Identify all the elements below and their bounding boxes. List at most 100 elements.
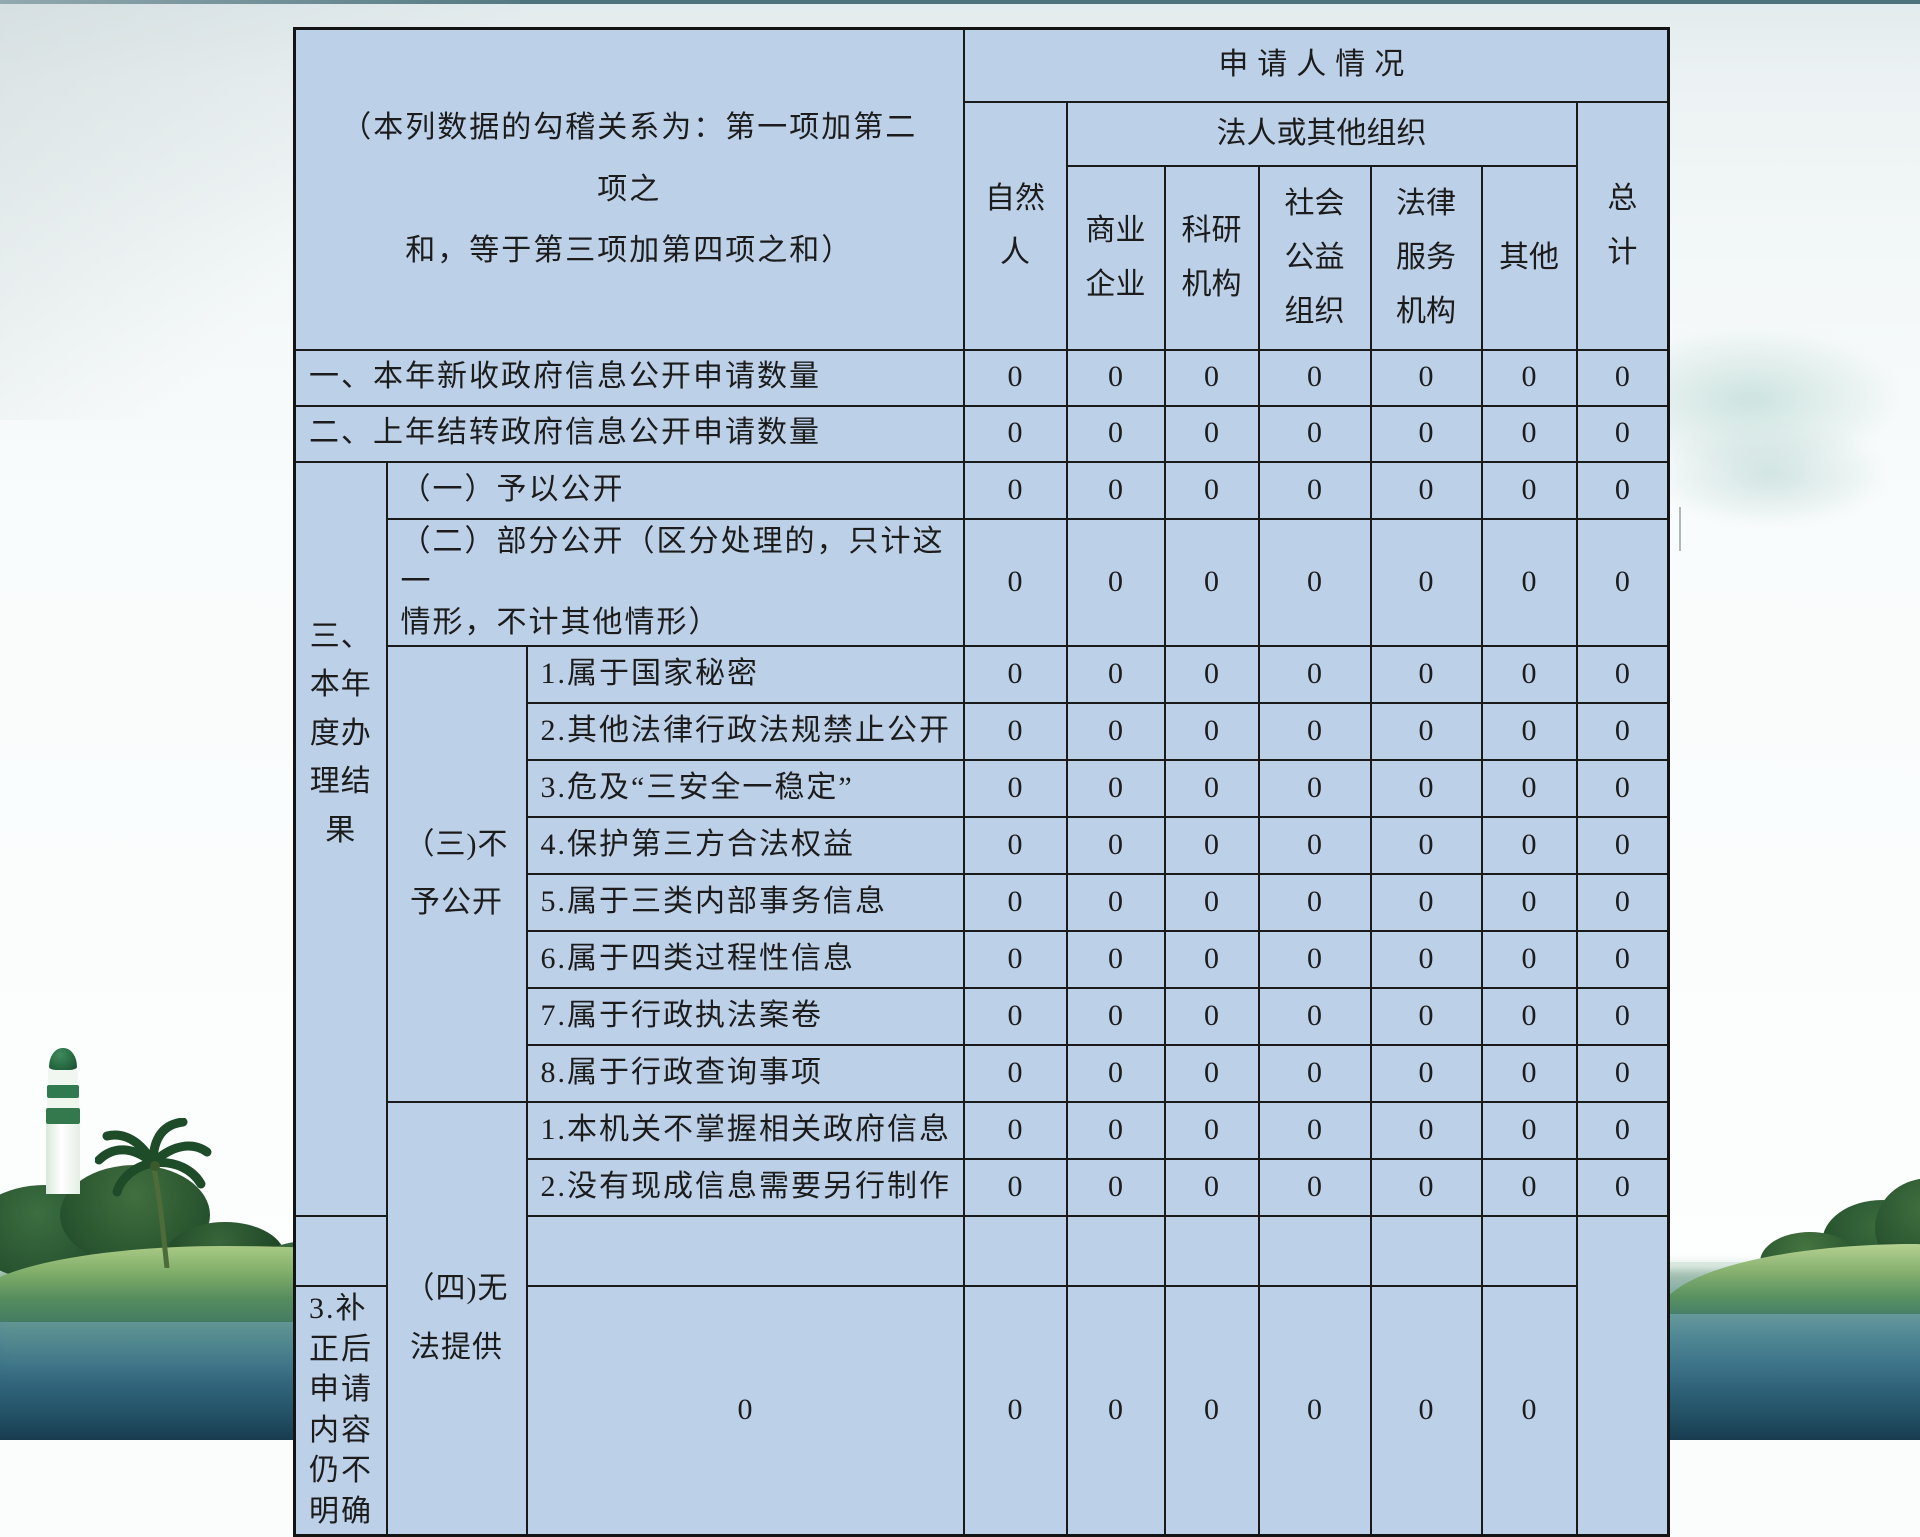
row-label: 一、本年新收政府信息公开申请数量 bbox=[293, 348, 965, 407]
data-cell: 0 bbox=[1480, 348, 1578, 407]
data-cell: 0 bbox=[1480, 759, 1578, 818]
data-cell: 0 bbox=[962, 1285, 1068, 1537]
row-label: 5.属于三类内部事务信息 bbox=[525, 873, 965, 932]
data-cell: 0 bbox=[1369, 348, 1483, 407]
data-cell: 0 bbox=[1575, 702, 1670, 761]
data-cell: 0 bbox=[1369, 1101, 1483, 1160]
data-cell: 0 bbox=[1163, 1044, 1260, 1103]
lighthouse bbox=[44, 1048, 82, 1194]
group-label-not-disclosed: （三)不 予公开 bbox=[385, 645, 528, 1103]
data-cell: 0 bbox=[1163, 987, 1260, 1046]
data-cell: 0 bbox=[1369, 517, 1483, 647]
data-cell: 0 bbox=[1480, 930, 1578, 989]
data-cell: 0 bbox=[1369, 1285, 1483, 1537]
data-cell: 0 bbox=[1163, 873, 1260, 932]
data-cell: 0 bbox=[1480, 517, 1578, 647]
data-cell: 0 bbox=[1257, 702, 1372, 761]
data-cell: 0 bbox=[1575, 873, 1670, 932]
data-cell: 0 bbox=[1163, 460, 1260, 520]
data-cell: 0 bbox=[1480, 1044, 1578, 1103]
data-cell: 0 bbox=[1257, 987, 1372, 1046]
data-cell: 0 bbox=[1480, 404, 1578, 463]
corner-note: （本列数据的勾稽关系为：第一项加第二项之 和，等于第三项加第四项之和） bbox=[293, 27, 965, 351]
data-cell: 0 bbox=[1163, 1101, 1260, 1160]
data-cell: 0 bbox=[962, 873, 1068, 932]
data-cell: 0 bbox=[1369, 645, 1483, 704]
data-cell: 0 bbox=[962, 348, 1068, 407]
data-cell: 0 bbox=[1369, 404, 1483, 463]
data-cell: 0 bbox=[1480, 987, 1578, 1046]
row-label: 4.保护第三方合法权益 bbox=[525, 816, 965, 875]
row-label: 2.其他法律行政法规禁止公开 bbox=[525, 702, 965, 761]
data-cell: 0 bbox=[1369, 1044, 1483, 1103]
data-cell: 0 bbox=[1575, 1158, 1670, 1217]
data-cell: 0 bbox=[1480, 816, 1578, 875]
header-natural-person: 自然 人 bbox=[962, 100, 1068, 351]
group-label-unable-to-provide: （四)无 法提供 bbox=[385, 1101, 528, 1537]
row-label: （二）部分公开（区分处理的，只计这一 情形，不计其他情形） bbox=[385, 517, 965, 647]
data-cell: 0 bbox=[1257, 816, 1372, 875]
data-cell: 0 bbox=[1257, 404, 1372, 463]
data-cell: 0 bbox=[1257, 460, 1372, 520]
data-cell: 0 bbox=[1065, 987, 1166, 1046]
data-cell: 0 bbox=[1369, 930, 1483, 989]
data-cell: 0 bbox=[1065, 404, 1166, 463]
data-cell: 0 bbox=[962, 930, 1068, 989]
data-cell: 0 bbox=[1163, 517, 1260, 647]
data-cell: 0 bbox=[1480, 1285, 1578, 1537]
data-cell: 0 bbox=[1575, 930, 1670, 989]
data-cell: 0 bbox=[1575, 759, 1670, 818]
data-cell: 0 bbox=[962, 1044, 1068, 1103]
data-cell: 0 bbox=[1257, 517, 1372, 647]
data-cell: 0 bbox=[1163, 348, 1260, 407]
header-legal-org: 法人或其他组织 bbox=[1065, 100, 1578, 167]
data-cell: 0 bbox=[1163, 930, 1260, 989]
gov-info-disclosure-table: （本列数据的勾稽关系为：第一项加第二项之 和，等于第三项加第四项之和） 申请人情… bbox=[293, 27, 1671, 1537]
data-cell bbox=[525, 1215, 965, 1287]
data-cell: 0 bbox=[1575, 645, 1670, 704]
data-cell: 0 bbox=[1257, 1044, 1372, 1103]
data-cell bbox=[1480, 1215, 1578, 1287]
header-applicant-status: 申请人情况 bbox=[962, 27, 1670, 103]
row-label: 3.补正后申请内容仍不明确 bbox=[293, 1285, 388, 1537]
data-cell: 0 bbox=[962, 404, 1068, 463]
data-cell: 0 bbox=[1575, 517, 1670, 647]
top-edge-strip bbox=[0, 0, 1920, 4]
data-cell bbox=[1163, 1215, 1260, 1287]
data-cell: 0 bbox=[1480, 1158, 1578, 1217]
palm-tree bbox=[95, 1118, 212, 1268]
data-cell: 0 bbox=[1257, 873, 1372, 932]
row-label: 2.没有现成信息需要另行制作 bbox=[525, 1158, 965, 1217]
data-cell: 0 bbox=[1257, 645, 1372, 704]
data-cell: 0 bbox=[1575, 987, 1670, 1046]
data-cell: 0 bbox=[1369, 816, 1483, 875]
header-social-welfare-org: 社会 公益 组织 bbox=[1257, 164, 1372, 351]
data-cell: 0 bbox=[1257, 1158, 1372, 1217]
data-cell: 0 bbox=[1065, 517, 1166, 647]
data-cell: 0 bbox=[962, 1101, 1068, 1160]
data-cell: 0 bbox=[1575, 1044, 1670, 1103]
data-cell: 0 bbox=[1065, 1101, 1166, 1160]
data-cell: 0 bbox=[1065, 645, 1166, 704]
data-cell: 0 bbox=[1257, 1285, 1372, 1537]
header-commercial-enterprise: 商业 企业 bbox=[1065, 164, 1166, 351]
data-cell: 0 bbox=[1480, 1101, 1578, 1160]
data-cell bbox=[1369, 1215, 1483, 1287]
data-cell: 0 bbox=[1480, 702, 1578, 761]
data-cell: 0 bbox=[962, 702, 1068, 761]
data-cell: 0 bbox=[1065, 873, 1166, 932]
data-cell: 0 bbox=[1065, 1285, 1166, 1537]
data-cell: 0 bbox=[1575, 348, 1670, 407]
row-label: 1.本机关不掌握相关政府信息 bbox=[525, 1101, 965, 1160]
data-cell: 0 bbox=[1369, 1158, 1483, 1217]
lighthouse-dome bbox=[49, 1048, 77, 1070]
data-cell: 0 bbox=[1065, 930, 1166, 989]
data-cell: 0 bbox=[962, 987, 1068, 1046]
data-cell bbox=[1065, 1215, 1166, 1287]
data-cell: 0 bbox=[962, 1158, 1068, 1217]
data-cell: 0 bbox=[1575, 1101, 1670, 1160]
data-cell: 0 bbox=[1480, 873, 1578, 932]
section-label-annual-results: 三、 本年 度办 理结 果 bbox=[293, 460, 388, 1217]
row-label: 3.危及“三安全一稳定” bbox=[525, 759, 965, 818]
data-cell: 0 bbox=[1163, 816, 1260, 875]
